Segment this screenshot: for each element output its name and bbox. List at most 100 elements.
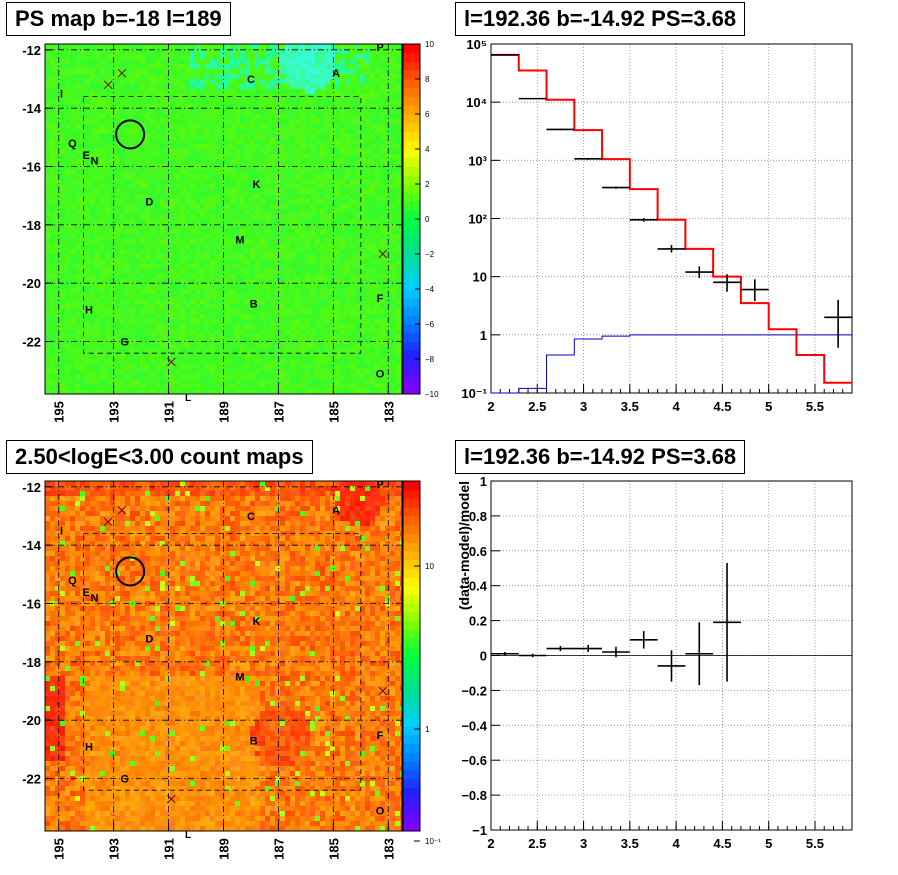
- resid-xtick-label: 4.5: [713, 836, 731, 851]
- resid-ytick-label: 0.6: [469, 544, 487, 559]
- psmap-xaxis-label: L: [185, 393, 191, 404]
- psmap-ytick-label: -14: [22, 101, 42, 116]
- psmap-xtick-label: 191: [162, 401, 177, 423]
- resid-xtick-label: 3.5: [621, 836, 639, 851]
- resid-xtick-label: 5: [765, 836, 772, 851]
- spectrum-title: l=192.36 b=-14.92 PS=3.68: [455, 2, 746, 36]
- psmap-source-D: D: [145, 197, 153, 209]
- spec-xtick-label: 3: [580, 399, 587, 414]
- spec-ytick-label: 10²: [468, 212, 487, 227]
- residual-panel: l=192.36 b=-14.92 PS=3.68 2 2.5 3 3.5 4 4.5 5 5…: [449, 437, 898, 875]
- cmap-cross-marker: [117, 505, 127, 515]
- psmap-cb-label: 0: [425, 215, 430, 224]
- resid-ytick-label: 0.4: [469, 579, 488, 594]
- resid-xtick-label: 2: [487, 836, 494, 851]
- psmap-gridlines: [45, 44, 402, 394]
- psmap-cross-marker: [103, 80, 113, 90]
- resid-xtick-label: 5.5: [806, 836, 824, 851]
- resid-xtick-label: 2.5: [528, 836, 546, 851]
- cmap-ytick-label: -14: [22, 538, 42, 553]
- spec-data-point: [546, 128, 575, 131]
- resid-data-point: [602, 646, 630, 658]
- cmap-cross-marker: [378, 686, 388, 696]
- psmap-source-K: K: [252, 179, 260, 191]
- psmap-source-E: E: [83, 150, 90, 162]
- cmap-ytick-label: -22: [22, 772, 41, 787]
- psmap-xtick-label: 189: [217, 401, 232, 423]
- cmap-source-M: M: [235, 671, 244, 683]
- cmap-source-G: G: [120, 774, 129, 786]
- count-map-title: 2.50<logE<3.00 count maps: [6, 440, 313, 474]
- resid-ytick-label: 1: [480, 474, 487, 489]
- psmap-colorbar: [403, 44, 420, 395]
- resid-data-point: [657, 650, 686, 682]
- cmap-xtick-label: 191: [162, 838, 177, 860]
- psmap-target-circle: [115, 119, 146, 150]
- spec-data-point: [685, 266, 714, 278]
- resid-data-point: [574, 645, 603, 653]
- psmap-ytick-label: -22: [22, 335, 41, 350]
- cmap-xtick-label: 193: [107, 838, 122, 860]
- spec-ytick-label: 10⁻¹: [461, 386, 487, 401]
- ps-map-title: PS map b=-18 l=189: [6, 2, 231, 36]
- spec-ytick-label: 10³: [468, 153, 487, 168]
- psmap-source-N: N: [90, 156, 98, 168]
- spec-gridlines: [490, 43, 852, 394]
- resid-data-point: [518, 653, 547, 658]
- spec-xtick-label: 4: [673, 399, 681, 414]
- cmap-source-I: I: [60, 526, 63, 538]
- psmap-cb-label: −10: [425, 390, 439, 399]
- spec-xtick-label: 2.5: [528, 399, 546, 414]
- psmap-xtick-label: 185: [326, 401, 341, 423]
- cmap-source-D: D: [145, 634, 153, 646]
- psmap-cb-label: 4: [425, 145, 430, 154]
- psmap-cb-label: 8: [425, 75, 430, 84]
- spec-data-point: [740, 279, 769, 302]
- resid-ylabel: (data-model)/model: [456, 481, 472, 610]
- cmap-gridlines: [45, 481, 402, 831]
- psmap-roi-box: [83, 96, 362, 354]
- resid-data-point: [629, 631, 658, 649]
- cmap-source-N: N: [90, 593, 98, 605]
- spec-xtick-label: 5: [765, 399, 772, 414]
- spec-data-point: [574, 157, 603, 160]
- psmap-source-P: P: [376, 42, 383, 54]
- spec-xtick-label: 4.5: [713, 399, 731, 414]
- cmap-source-F: F: [377, 730, 384, 742]
- spec-ytick-label: 10⁴: [466, 95, 487, 110]
- spec-ytick-label: 10: [473, 270, 487, 285]
- ps-map-panel: PS map b=-18 l=189 P I C A Q E N K D M B F H G O -12 -14…: [0, 0, 449, 437]
- cmap-colorbar-frame: [402, 480, 421, 832]
- cmap-roi-box: [83, 533, 362, 791]
- psmap-source-F: F: [377, 293, 384, 305]
- spec-xtick-label: 3.5: [621, 399, 639, 414]
- spec-data-point: [657, 245, 686, 253]
- psmap-xtick-label: 193: [107, 401, 122, 423]
- cmap-xtick-label: 185: [326, 838, 341, 860]
- psmap-source-I: I: [60, 89, 63, 101]
- spectrum-panel: l=192.36 b=-14.92 PS=3.68 2 2.5 3 3.5 4 4.5 5 5…: [449, 0, 898, 437]
- cmap-xaxis-label: L: [185, 830, 191, 841]
- spec-xtick-label: 2: [487, 399, 494, 414]
- cmap-xtick-label: 189: [217, 838, 232, 860]
- cmap-ytick-label: -16: [22, 597, 41, 612]
- psmap-ytick-label: -12: [22, 43, 41, 58]
- cmap-cross-marker: [103, 517, 113, 527]
- psmap-cross-marker: [117, 68, 127, 78]
- resid-data-point: [713, 563, 741, 682]
- psmap-cb-label: 2: [425, 180, 430, 189]
- resid-data-point: [491, 652, 519, 656]
- psmap-source-C: C: [247, 74, 255, 86]
- cmap-source-E: E: [83, 587, 90, 599]
- spec-data-point: [713, 274, 741, 292]
- spec-blue-model-line: [491, 334, 852, 394]
- psmap-cb-label: −6: [425, 320, 435, 329]
- psmap-cb-label: −4: [425, 285, 435, 294]
- resid-data-point: [546, 645, 575, 652]
- cmap-colorbar: [403, 481, 420, 832]
- spectrum-plot: 2 2.5 3 3.5 4 4.5 5 5.5 10⁻¹ 1 10 10² 10³ 10⁴ 10⁵: [461, 37, 853, 414]
- psmap-source-Q: Q: [68, 138, 77, 150]
- psmap-source-B: B: [250, 299, 258, 311]
- resid-ytick-label: −0.8: [461, 788, 487, 803]
- cmap-source-K: K: [252, 616, 260, 628]
